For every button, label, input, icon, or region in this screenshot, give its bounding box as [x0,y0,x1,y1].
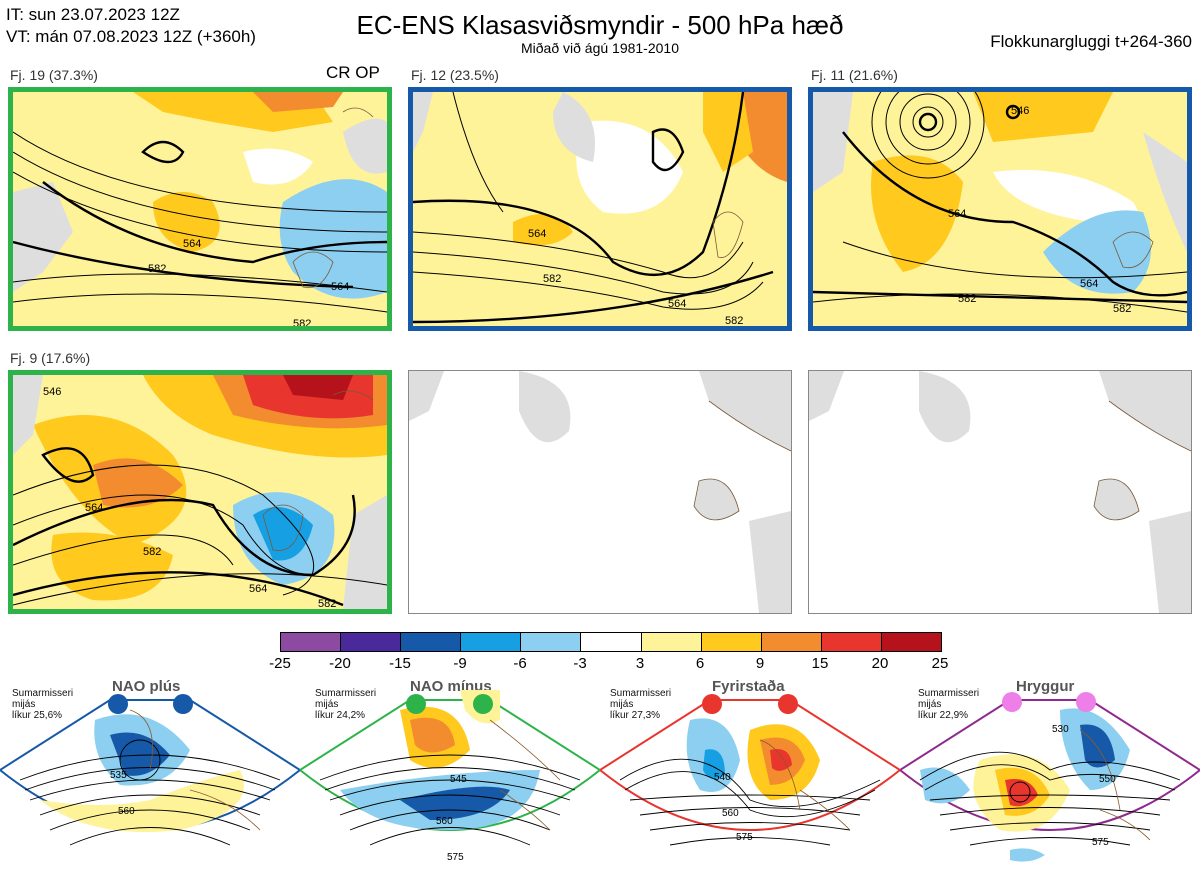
regime-info-2: Sumarmisseri mijás líkur 24,2% [315,688,376,721]
regime-contour-label: 575 [447,852,464,863]
cluster-map-4[interactable]: 546 564 582 564 582 [8,370,392,614]
colorbar-swatch [701,633,762,651]
regime-contour-label: 560 [436,816,453,827]
cluster-map-1[interactable]: 564 582 582 564 [8,87,392,331]
contour-label: 564 [331,281,349,293]
panel-label-2: Fj. 12 (23.5%) [411,67,499,83]
colorbar-tick: 20 [871,655,889,672]
colorbar-swatch [761,633,822,651]
colorbar-swatch [881,633,942,651]
empty-map-5 [408,370,792,614]
regime-season: Sumarmisseri [315,688,377,699]
colorbar [280,632,942,652]
colorbar-swatch [281,633,342,651]
colorbar-swatch [521,633,582,651]
colorbar-tick: -6 [513,655,527,672]
panel-tag-cr-op: CR OP [326,63,380,82]
map-svg-6 [809,371,1191,613]
colorbar-tick: 15 [811,655,829,672]
regime-info-4: Sumarmisseri mijás líkur 22,9% [918,688,979,721]
colorbar-tick: -15 [389,655,411,672]
regime-mean: mijás [12,699,36,710]
cluster-map-3[interactable]: 564 546 564 582 582 [808,87,1192,331]
regime-info-1: Sumarmisseri mijás líkur 25,6% [12,688,73,721]
regime-map-blocking[interactable]: 540 560 575 [600,690,900,868]
contour-label: 582 [293,318,311,326]
regime-mean: mijás [918,699,942,710]
colorbar-tick: -25 [269,655,291,672]
regime-probability: líkur 27,3% [610,710,661,721]
contour-label: 582 [543,273,561,285]
page-subtitle: Miðað við ágú 1981-2010 [520,40,679,56]
regime-season: Sumarmisseri [610,688,672,699]
regime-name-ridge: Hryggur [1016,678,1075,695]
contour-label: 582 [725,315,743,326]
regime-contour-label: 575 [1092,837,1109,848]
colorbar-swatch [581,633,642,651]
colorbar-tick: 6 [695,655,705,672]
page-title: EC-ENS Klasasviðsmyndir - 500 hPa hæð [356,10,844,40]
contour-label: 564 [948,208,966,220]
colorbar-swatch [821,633,882,651]
contour-label: 564 [1080,278,1098,290]
contour-label: 564 [85,502,103,514]
colorbar-swatch [641,633,702,651]
colorbar-tick: 3 [635,655,645,672]
map-svg-2: 564 582 564 582 [413,92,787,326]
header-info: IT: sun 23.07.2023 12Z VT: mán 07.08.202… [6,4,256,48]
regime-name-blocking: Fyrirstaða [712,678,785,695]
classification-window: Flokkunargluggi t+264-360 [990,32,1192,51]
colorbar-tick: 9 [755,655,765,672]
regime-info-3: Sumarmisseri mijás líkur 27,3% [610,688,671,721]
colorbar-tick: 25 [931,655,949,672]
contour-label: 564 [528,228,546,240]
contour-label: 582 [148,263,166,275]
map-svg-1: 564 582 582 564 [13,92,387,326]
colorbar-tick: -9 [453,655,467,672]
empty-map-6 [808,370,1192,614]
contour-label: 564 [249,583,267,595]
contour-label: 582 [318,598,336,609]
regime-season: Sumarmisseri [12,688,74,699]
regime-contour-label: 545 [450,774,467,785]
contour-label: 564 [183,238,201,250]
map-svg-4: 546 564 582 564 582 [13,375,387,609]
regime-contour-label: 550 [1099,774,1116,785]
regime-mean: mijás [610,699,634,710]
regime-contour-label: 540 [714,772,731,783]
contour-label: 582 [143,546,161,558]
panel-label-3: Fj. 11 (21.6%) [811,67,898,83]
colorbar-swatch [401,633,462,651]
regime-contour-label: 535 [110,770,127,781]
panel-label-1: Fj. 19 (37.3%) [10,67,98,83]
regime-contour-label: 560 [722,808,739,819]
contour-label: 582 [958,293,976,305]
regime-contour-label: 575 [736,832,753,843]
map-svg-5 [409,371,791,613]
colorbar-swatch [341,633,402,651]
cluster-map-2[interactable]: 564 582 564 582 [408,87,792,331]
contour-label: 564 [668,298,686,310]
regime-contour-label: 530 [1052,724,1069,735]
regime-map-nao-plus[interactable]: 535 560 [0,690,300,868]
colorbar-tick: -3 [573,655,587,672]
panel-label-4: Fj. 9 (17.6%) [10,350,91,366]
regime-name-nao-plus: NAO plús [112,678,181,695]
contour-label: 546 [43,386,61,398]
colorbar-tick: -20 [329,655,351,672]
contour-label: 582 [1113,303,1131,315]
contour-label: 546 [1011,105,1029,117]
valid-time: VT: mán 07.08.2023 12Z (+360h) [6,27,256,46]
init-time: IT: sun 23.07.2023 12Z [6,5,180,24]
regime-probability: líkur 25,6% [12,710,63,721]
colorbar-swatch [461,633,522,651]
regime-map-ridge[interactable]: 530 550 575 [900,690,1200,868]
regime-probability: líkur 24,2% [315,710,366,721]
regime-mean: mijás [315,699,339,710]
regime-contour-label: 560 [118,806,135,817]
map-svg-3: 564 546 564 582 582 [813,92,1187,326]
regime-season: Sumarmisseri [918,688,980,699]
regime-map-nao-minus[interactable]: 545 560 575 [300,690,600,868]
regime-probability: líkur 22,9% [918,710,969,721]
